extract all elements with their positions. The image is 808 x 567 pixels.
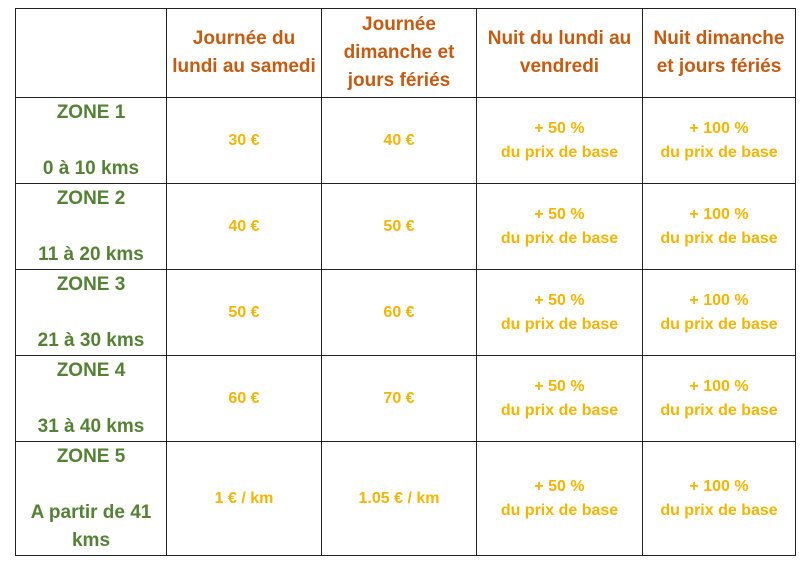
zone-range: 11 à 20 kms [38, 243, 144, 265]
surcharge-note: du prix de base [660, 315, 778, 333]
header-night-sunday: Nuit dimanche et jours fériés [642, 8, 796, 98]
surcharge-note: du prix de base [500, 401, 619, 419]
surcharge: + 100 % [689, 119, 749, 137]
table-row: ZONE 2 11 à 20 kms 40 € 50 € + 50 % du p… [15, 183, 796, 270]
surcharge-note: du prix de base [660, 143, 778, 161]
table-row: ZONE 3 21 à 30 kms 50 € 60 € + 50 % du p… [15, 269, 796, 356]
zone-cell: ZONE 4 31 à 40 kms [15, 355, 167, 442]
table-row: ZONE 1 0 à 10 kms 30 € 40 € + 50 % du pr… [15, 97, 796, 184]
header-row: Journée du lundi au samedi Journée diman… [15, 8, 796, 98]
surcharge: + 50 % [534, 205, 585, 223]
price-night-weekday: + 50 % du prix de base [476, 183, 643, 270]
price-day-sunday: 40 € [321, 97, 477, 184]
zone-name: ZONE 4 [56, 359, 126, 381]
price-night-sunday: + 100 % du prix de base [642, 97, 796, 184]
zone-name: ZONE 2 [56, 187, 126, 209]
header-night-weekday: Nuit du lundi au vendredi [476, 8, 643, 98]
zone-name: ZONE 1 [56, 101, 126, 123]
surcharge-note: du prix de base [500, 315, 619, 333]
surcharge: + 100 % [689, 477, 749, 495]
zone-range: A partir de 41 kms [30, 501, 152, 551]
price-night-sunday: + 100 % du prix de base [642, 183, 796, 270]
header-day-sunday: Journée dimanche et jours fériés [321, 8, 477, 98]
surcharge: + 50 % [534, 291, 585, 309]
zone-range: 0 à 10 kms [42, 157, 140, 179]
surcharge: + 50 % [534, 119, 585, 137]
price-night-weekday: + 50 % du prix de base [476, 441, 643, 556]
surcharge-note: du prix de base [660, 401, 778, 419]
zone-cell: ZONE 1 0 à 10 kms [15, 97, 167, 184]
pricing-table: Journée du lundi au samedi Journée diman… [15, 8, 796, 556]
price-day-weekday: 60 € [166, 355, 322, 442]
price-night-sunday: + 100 % du prix de base [642, 441, 796, 556]
price-day-sunday: 60 € [321, 269, 477, 356]
price-day-sunday: 50 € [321, 183, 477, 270]
price-night-weekday: + 50 % du prix de base [476, 97, 643, 184]
table-row: ZONE 5 A partir de 41 kms 1 € / km 1.05 … [15, 441, 796, 556]
price-night-sunday: + 100 % du prix de base [642, 269, 796, 356]
surcharge-note: du prix de base [660, 229, 778, 247]
surcharge-note: du prix de base [500, 229, 619, 247]
price-day-sunday: 70 € [321, 355, 477, 442]
zone-cell: ZONE 3 21 à 30 kms [15, 269, 167, 356]
surcharge: + 100 % [689, 291, 749, 309]
price-night-sunday: + 100 % du prix de base [642, 355, 796, 442]
price-day-sunday: 1.05 € / km [321, 441, 477, 556]
zone-name: ZONE 3 [56, 273, 126, 295]
zone-cell: ZONE 5 A partir de 41 kms [15, 441, 167, 556]
surcharge: + 50 % [534, 377, 585, 395]
surcharge-note: du prix de base [500, 501, 619, 519]
zone-range: 31 à 40 kms [37, 415, 145, 437]
surcharge-note: du prix de base [500, 143, 619, 161]
surcharge: + 50 % [534, 477, 585, 495]
table-row: ZONE 4 31 à 40 kms 60 € 70 € + 50 % du p… [15, 355, 796, 442]
price-day-weekday: 40 € [166, 183, 322, 270]
price-night-weekday: + 50 % du prix de base [476, 269, 643, 356]
price-day-weekday: 1 € / km [166, 441, 322, 556]
surcharge-note: du prix de base [660, 501, 778, 519]
surcharge: + 100 % [689, 205, 749, 223]
zone-range: 21 à 30 kms [37, 329, 145, 351]
surcharge: + 100 % [689, 377, 749, 395]
price-day-weekday: 30 € [166, 97, 322, 184]
price-night-weekday: + 50 % du prix de base [476, 355, 643, 442]
price-day-weekday: 50 € [166, 269, 322, 356]
zone-cell: ZONE 2 11 à 20 kms [15, 183, 167, 270]
header-day-weekday: Journée du lundi au samedi [166, 8, 322, 98]
corner-cell [15, 8, 167, 98]
zone-name: ZONE 5 [56, 445, 126, 467]
